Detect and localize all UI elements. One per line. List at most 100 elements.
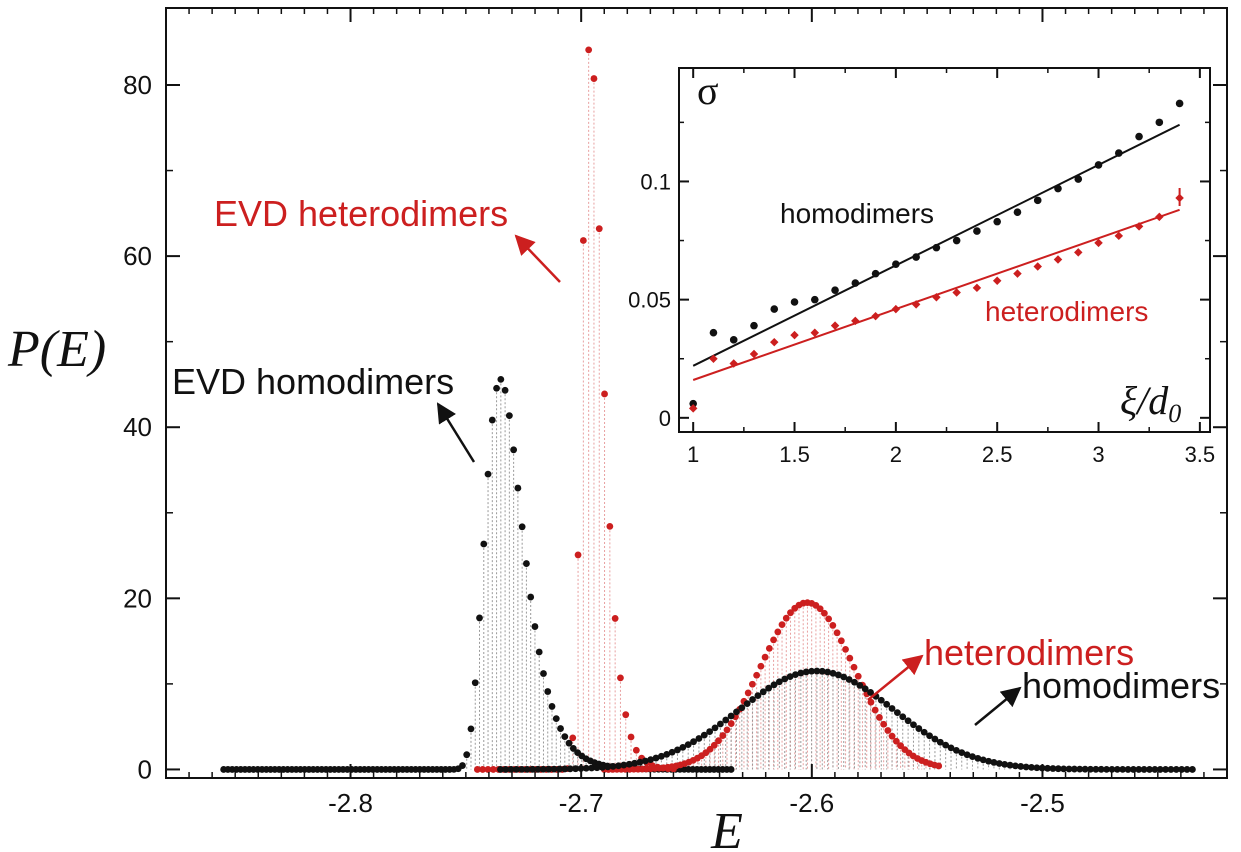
data-point-heterodimers	[833, 629, 841, 637]
data-point-heterodimers	[782, 614, 790, 622]
data-point-heterodimers	[842, 645, 849, 653]
data-point-homodimers	[604, 763, 612, 771]
y-tick-label: 0	[138, 754, 152, 784]
data-point-homodimers	[1060, 765, 1068, 773]
data-point-heterodimers	[829, 622, 837, 629]
inset-point-homodimers	[892, 260, 900, 268]
data-point-homodimers	[985, 757, 992, 765]
inset-point-heterodimers	[972, 283, 982, 293]
data-point-homodimers	[652, 754, 660, 762]
data-point-evd-homodimers	[527, 593, 535, 601]
data-point-evd-heterodimers	[601, 390, 608, 398]
data-point-evd-homodimers	[518, 523, 526, 531]
data-point-homodimers	[910, 721, 917, 729]
data-point-heterodimers	[884, 727, 892, 734]
data-point-homodimers	[926, 732, 933, 740]
arrow-evd-homodimers	[436, 402, 476, 463]
data-point-homodimers	[534, 765, 542, 773]
data-point-evd-homodimers	[548, 703, 556, 710]
data-point-homodimers	[620, 761, 628, 769]
inset-point-heterodimers	[992, 276, 1002, 285]
data-point-homodimers	[513, 765, 520, 773]
data-point-homodimers	[1103, 765, 1110, 773]
data-point-homodimers	[792, 671, 799, 679]
data-point-homodimers	[1135, 766, 1143, 773]
data-point-homodimers	[1097, 765, 1105, 773]
data-point-homodimers	[668, 748, 676, 756]
data-point-heterodimers	[778, 621, 786, 629]
data-point-homodimers	[765, 684, 773, 692]
data-point-evd-homodimers	[476, 614, 483, 622]
data-point-homodimers	[716, 720, 724, 728]
inset-point-homodimers	[952, 236, 961, 245]
inset-point-heterodimers	[830, 321, 840, 330]
data-point-homodimers	[915, 725, 923, 732]
data-point-homodimers	[829, 669, 837, 677]
inset-point-heterodimers	[891, 304, 901, 314]
data-point-heterodimers	[744, 689, 752, 697]
inset-plot-frame	[678, 67, 1211, 433]
data-point-homodimers	[636, 758, 644, 766]
data-point-heterodimers	[727, 720, 735, 727]
data-point-homodimers	[556, 765, 563, 773]
data-point-homodimers	[1049, 765, 1057, 772]
data-point-homodimers	[867, 689, 874, 696]
data-point-heterodimers	[846, 654, 854, 662]
inset-point-homodimers	[871, 269, 880, 278]
data-point-heterodimers	[888, 732, 896, 740]
data-point-homodimers	[834, 671, 842, 679]
arrow-evd-heterodimers	[514, 234, 561, 283]
data-point-homodimers	[733, 708, 740, 716]
data-point-evd-homodimers	[463, 751, 471, 759]
data-point-evd-homodimers	[523, 560, 530, 567]
main-data-points	[220, 46, 1196, 773]
data-point-homodimers	[952, 746, 960, 754]
data-point-heterodimers	[719, 732, 727, 739]
data-point-homodimers	[936, 738, 944, 746]
inset-point-homodimers	[1074, 175, 1083, 183]
data-point-evd-homodimers	[557, 725, 564, 732]
inset-x-tick-label: 2.5	[982, 442, 1013, 467]
inset-point-homodimers	[932, 243, 941, 252]
data-point-evd-heterodimers	[611, 615, 619, 622]
x-tick-label: -2.7	[559, 788, 604, 818]
inset-y-axis-title: σ	[697, 68, 719, 113]
data-point-homodimers	[679, 743, 687, 751]
data-point-heterodimers	[749, 680, 756, 688]
y-tick-label: 80	[123, 70, 152, 100]
data-point-heterodimers	[820, 609, 828, 617]
data-point-homodimers	[1092, 765, 1100, 773]
data-point-homodimers	[888, 705, 896, 712]
data-point-heterodimers	[774, 628, 782, 636]
data-point-homodimers	[1140, 766, 1148, 773]
data-point-evd-heterodimers	[484, 766, 492, 773]
data-point-homodimers	[1189, 766, 1196, 773]
y-axis-title: P(E)	[7, 321, 106, 378]
inset-point-homodimers	[912, 253, 920, 261]
data-point-evd-homodimers	[565, 739, 573, 747]
data-point-evd-homodimers	[471, 679, 479, 687]
data-point-evd-homodimers	[488, 416, 496, 424]
data-point-evd-homodimers	[531, 623, 539, 630]
data-point-homodimers	[963, 751, 971, 759]
data-point-homodimers	[1054, 765, 1062, 773]
data-point-homodimers	[802, 668, 810, 676]
data-point-homodimers	[781, 675, 789, 683]
data-point-heterodimers	[715, 737, 722, 745]
inset-point-homodimers	[993, 217, 1001, 226]
data-point-homodimers	[1151, 766, 1159, 773]
data-point-heterodimers	[787, 609, 794, 617]
inset-y-tick-label: 0.1	[640, 169, 671, 194]
x-tick-label: -2.6	[789, 788, 834, 818]
annotation-evd-heterodimers: EVD heterodimers	[214, 193, 508, 234]
data-point-homodimers	[674, 746, 681, 754]
data-point-heterodimers	[850, 663, 858, 671]
data-point-homodimers	[572, 765, 579, 773]
inset-y-tick-label: 0.05	[628, 288, 671, 313]
data-point-homodimers	[1022, 763, 1030, 771]
data-point-homodimers	[1033, 764, 1041, 772]
data-point-evd-homodimers	[727, 766, 735, 773]
data-point-evd-homodimers	[540, 670, 547, 677]
data-point-homodimers	[786, 673, 794, 681]
data-point-heterodimers	[816, 605, 824, 613]
